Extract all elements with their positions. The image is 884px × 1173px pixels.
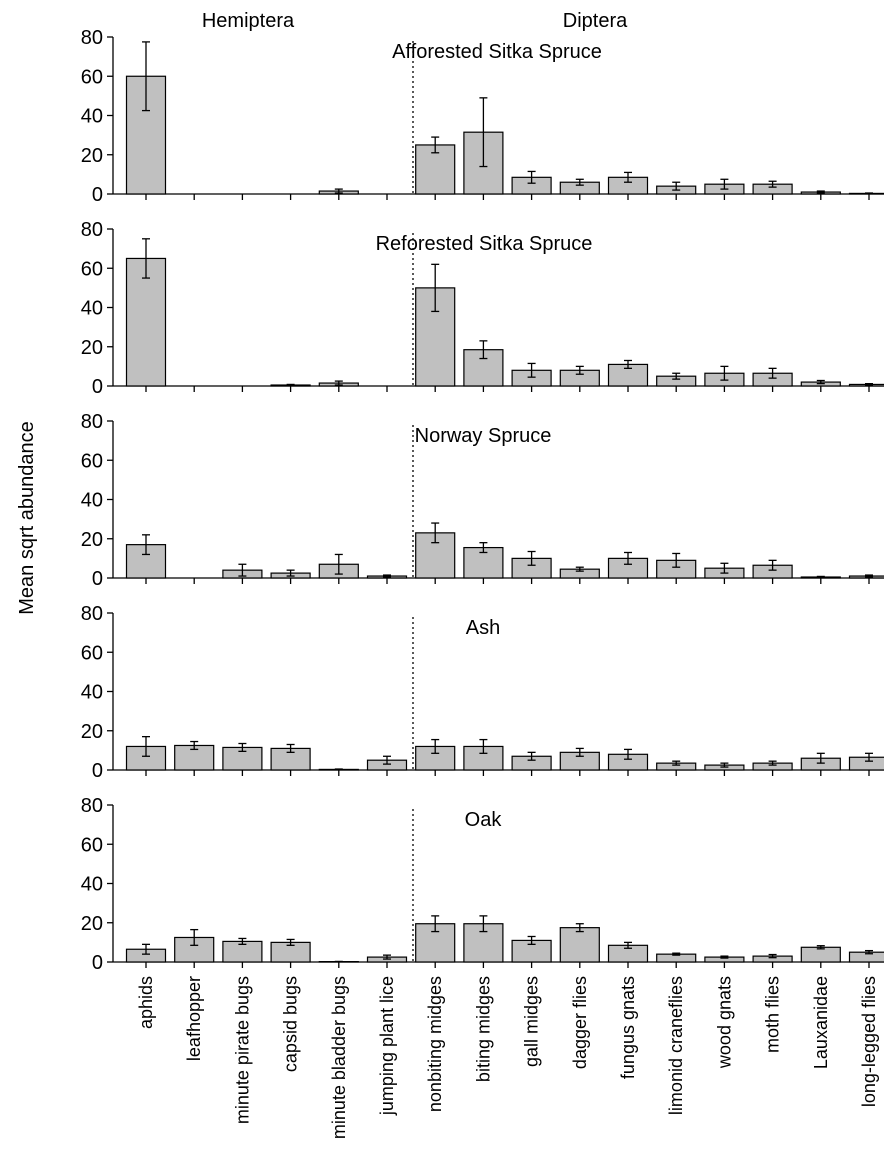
panel-title: Afforested Sitka Spruce <box>392 41 602 63</box>
group-label-diptera: Diptera <box>563 10 628 32</box>
y-tick-label: 60 <box>81 258 103 280</box>
y-tick-label: 40 <box>81 106 103 128</box>
y-axis-title: Mean sqrt abundance <box>16 421 38 614</box>
category-label-fungus-gnats: fungus gnats <box>618 976 638 1079</box>
group-label-hemiptera: Hemiptera <box>202 10 295 32</box>
y-tick-label: 40 <box>81 682 103 704</box>
category-label-nonbiting-midges: nonbiting midges <box>425 976 445 1112</box>
bar-biting-midges <box>463 546 504 579</box>
panel-title: Reforested Sitka Spruce <box>376 233 593 255</box>
y-tick-label: 80 <box>81 27 103 49</box>
x-axis-labels: aphids leafhopper minute pirate bugs capsid… <box>136 976 879 1139</box>
y-tick-label: 80 <box>81 603 103 625</box>
panel-reforested-sitka-spruce: 0 20 40 60 80 Reforested Sitka Spruce <box>81 219 884 398</box>
category-label-moth-flies: moth flies <box>763 976 783 1053</box>
category-label-gall-midges: gall midges <box>522 976 542 1067</box>
y-tick-label: 20 <box>81 337 103 359</box>
y-tick-label: 0 <box>92 952 103 974</box>
category-label-jumping-plant-lice: jumping plant lice <box>377 976 397 1116</box>
y-tick-label: 0 <box>92 376 103 398</box>
y-tick-label: 20 <box>81 145 103 167</box>
y-tick-label: 40 <box>81 298 103 320</box>
category-label-long-legged-flies: long-legged flies <box>859 976 879 1107</box>
category-label-leafhopper: leafhopper <box>184 976 204 1061</box>
y-tick-label: 20 <box>81 913 103 935</box>
y-tick-label: 20 <box>81 529 103 551</box>
y-tick-label: 40 <box>81 490 103 512</box>
y-tick-label: 60 <box>81 642 103 664</box>
y-tick-label: 80 <box>81 219 103 241</box>
category-label-biting-midges: biting midges <box>473 976 493 1082</box>
category-label-dagger-flies: dagger flies <box>570 976 590 1069</box>
category-label-minute-pirate-bugs: minute pirate bugs <box>232 976 252 1124</box>
bar-aphids <box>125 257 167 387</box>
panel-title: Ash <box>466 617 500 639</box>
category-label-aphids: aphids <box>136 976 156 1029</box>
y-tick-label: 60 <box>81 834 103 856</box>
y-tick-label: 60 <box>81 450 103 472</box>
y-tick-label: 80 <box>81 795 103 817</box>
panel-title: Norway Spruce <box>415 425 552 447</box>
panel-title: Oak <box>465 809 503 831</box>
category-label-wood-gnats: wood gnats <box>714 976 734 1069</box>
y-tick-label: 60 <box>81 66 103 88</box>
panels: 0 20 40 60 80 Afforested Sitka Spruce 0 20 40 60 8… <box>81 27 884 974</box>
category-label-minute-bladder-bugs: minute bladder bugs <box>329 976 349 1139</box>
category-label-lauxanidae: Lauxanidae <box>811 976 831 1069</box>
y-tick-label: 0 <box>92 568 103 590</box>
panel-ash: 0 20 40 60 80 Ash <box>81 603 884 782</box>
y-tick-label: 0 <box>92 760 103 782</box>
y-tick-label: 20 <box>81 721 103 743</box>
bar-dagger-flies <box>559 927 600 963</box>
panel-afforested-sitka-spruce: 0 20 40 60 80 Afforested Sitka Spruce <box>81 27 884 206</box>
panel-norway-spruce: 0 20 40 60 80 Norway Spruce <box>81 411 884 590</box>
y-tick-label: 40 <box>81 874 103 896</box>
bar-biting-midges <box>463 349 504 387</box>
y-tick-label: 80 <box>81 411 103 433</box>
panel-oak: 0 20 40 60 80 Oak <box>81 795 884 974</box>
bar-long-legged-flies <box>848 756 884 771</box>
y-tick-label: 0 <box>92 184 103 206</box>
category-label-limonid-craneflies: limonid craneflies <box>666 976 686 1115</box>
category-label-capsid-bugs: capsid bugs <box>281 976 301 1072</box>
